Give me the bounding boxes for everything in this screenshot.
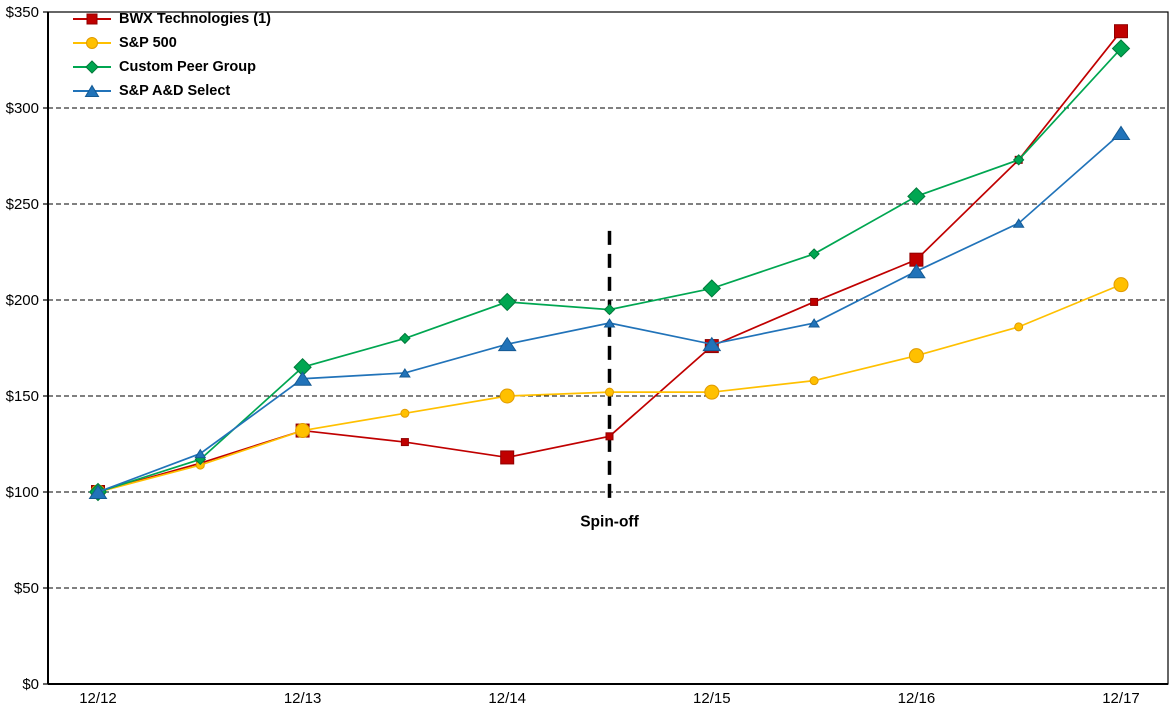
y-tick-label: $50 [14, 580, 39, 597]
legend-label-sp-ad-select: S&P A&D Select [119, 83, 231, 99]
x-tick-label: 12/15 [693, 690, 731, 707]
x-tick-label: 12/12 [79, 690, 117, 707]
x-tick-label: 12/17 [1102, 690, 1140, 707]
y-tick-label: $250 [6, 196, 39, 213]
y-tick-label: $100 [6, 484, 39, 501]
y-tick-label: $200 [6, 292, 39, 309]
legend-label-sp500: S&P 500 [119, 35, 177, 51]
peer-group-series-marker-icon [73, 60, 111, 74]
legend-item-sp500: S&P 500 [72, 34, 271, 52]
spin-off-label: Spin-off [580, 513, 639, 530]
legend-item-custom-peer-group: Custom Peer Group [72, 58, 271, 76]
y-tick-label: $0 [22, 676, 39, 693]
y-axis-labels: $0 $50 $100 $150 $200 $250 $300 $350 [6, 4, 48, 693]
x-tick-label: 12/14 [488, 690, 526, 707]
spin-off-annotation: Spin-off [580, 230, 640, 530]
legend-label-custom-peer-group: Custom Peer Group [119, 59, 256, 75]
x-tick-label: 12/13 [284, 690, 322, 707]
bwx-series-marker-icon [73, 13, 111, 25]
ad-select-series-marker-icon [73, 84, 111, 97]
y-tick-label: $350 [6, 4, 39, 21]
sp500-series-marker-icon [73, 37, 111, 49]
series-custom-peer-group [88, 39, 1131, 502]
y-tick-label: $150 [6, 388, 39, 405]
y-tick-label: $300 [6, 100, 39, 117]
legend-item-sp-ad-select: S&P A&D Select [72, 82, 271, 100]
series-s-p-a-d-select [88, 125, 1131, 499]
x-axis-labels: 12/12 12/13 12/14 12/15 12/16 12/17 [79, 690, 1140, 707]
chart-legend: BWX Technologies (1) S&P 500 Custom Peer… [72, 10, 271, 100]
legend-label-bwx-technologies: BWX Technologies (1) [119, 11, 271, 27]
x-tick-label: 12/16 [898, 690, 936, 707]
legend-item-bwx-technologies: BWX Technologies (1) [72, 10, 271, 28]
